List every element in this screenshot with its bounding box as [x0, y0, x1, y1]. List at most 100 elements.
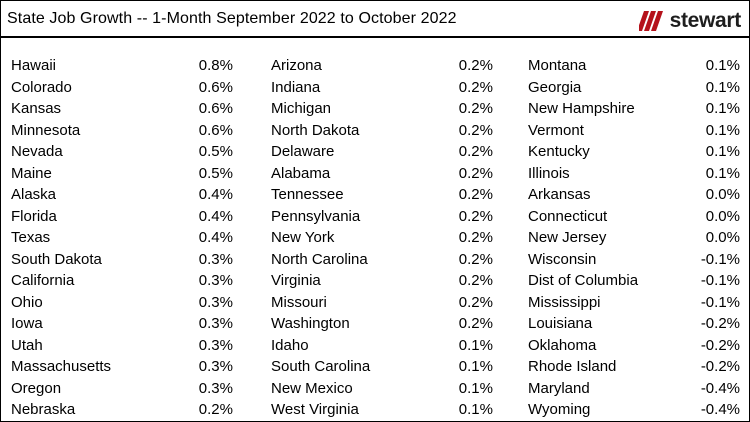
growth-value: 0.4%: [198, 186, 233, 203]
state-name: Connecticut: [528, 207, 608, 225]
table-row: Virginia 0.2%: [271, 270, 493, 292]
state-name: Utah: [11, 336, 43, 354]
growth-value: -0.4%: [700, 401, 740, 418]
table-row: New York 0.2%: [271, 227, 493, 249]
table-row: Tennessee 0.2%: [271, 184, 493, 206]
growth-value: 0.4%: [198, 207, 233, 225]
growth-value: -0.2%: [700, 358, 740, 375]
state-name: Rhode Island: [528, 358, 617, 375]
state-name: Ohio: [11, 293, 43, 311]
state-name: California: [11, 272, 75, 289]
growth-value: 0.2%: [458, 229, 493, 246]
table-row: Alaska 0.4%: [11, 184, 233, 206]
table-row: Ohio 0.3%: [11, 292, 233, 314]
growth-value: 0.3%: [198, 358, 233, 375]
state-name: Oklahoma: [528, 336, 597, 354]
state-name: Michigan: [271, 100, 332, 117]
growth-value: 0.1%: [705, 78, 740, 96]
growth-value: 0.3%: [198, 336, 233, 354]
table-row: Vermont 0.1%: [528, 120, 740, 142]
state-name: Minnesota: [11, 121, 81, 139]
state-name: Arizona: [271, 57, 322, 74]
state-name: Delaware: [271, 143, 335, 160]
table-row: South Dakota 0.3%: [11, 249, 233, 271]
state-name: Wyoming: [528, 401, 591, 418]
state-name: Indiana: [271, 78, 321, 96]
table-row: Georgia 0.1%: [528, 77, 740, 99]
logo-text: stewart: [669, 9, 742, 32]
growth-value: 0.3%: [198, 293, 233, 311]
state-name: New Jersey: [528, 229, 607, 246]
state-name: New Hampshire: [528, 100, 635, 117]
table-row: New Hampshire 0.1%: [528, 98, 740, 120]
table-row: Illinois 0.1%: [528, 163, 740, 185]
table-row: Mississippi -0.1%: [528, 292, 740, 314]
state-name: Alabama: [271, 164, 331, 182]
table-row: Rhode Island -0.2%: [528, 356, 740, 378]
state-name: Montana: [528, 57, 587, 74]
state-name: Vermont: [528, 121, 584, 139]
table-row: South Carolina 0.1%: [271, 356, 493, 378]
state-name: West Virginia: [271, 401, 359, 418]
growth-value: 0.2%: [458, 78, 493, 96]
table-row: Dist of Columbia -0.1%: [528, 270, 740, 292]
table-row: Washington 0.2%: [271, 313, 493, 335]
page-title: State Job Growth -- 1-Month September 20…: [7, 10, 457, 27]
state-name: Virginia: [271, 272, 321, 289]
growth-value: -0.2%: [700, 336, 740, 354]
table-row: Arizona 0.2%: [271, 55, 493, 77]
table-row: Maryland -0.4%: [528, 378, 740, 400]
state-name: Washington: [271, 315, 350, 332]
table-row: New Mexico 0.1%: [271, 378, 493, 400]
table-row: Michigan 0.2%: [271, 98, 493, 120]
state-name: Idaho: [271, 336, 309, 354]
table-row: Arkansas 0.0%: [528, 184, 740, 206]
state-name: Maine: [11, 164, 52, 182]
state-name: Mississippi: [528, 293, 601, 311]
state-name: Colorado: [11, 78, 72, 96]
growth-value: 0.6%: [198, 121, 233, 139]
state-name: Illinois: [528, 164, 570, 182]
growth-value: 0.5%: [198, 143, 233, 160]
growth-value: -0.4%: [700, 379, 740, 397]
growth-value: 0.0%: [705, 186, 740, 203]
state-name: Oregon: [11, 379, 62, 397]
growth-value: 0.1%: [458, 379, 493, 397]
growth-value: -0.1%: [700, 293, 740, 311]
table-row: North Dakota 0.2%: [271, 120, 493, 142]
growth-value: 0.2%: [458, 57, 493, 74]
table-row: Idaho 0.1%: [271, 335, 493, 357]
table-row: Wyoming -0.4%: [528, 399, 740, 421]
growth-value: 0.5%: [198, 164, 233, 182]
column-3: Montana 0.1% Georgia 0.1% New Hampshire 0.1% V…: [528, 55, 740, 421]
table-row: Minnesota 0.6%: [11, 120, 233, 142]
growth-value: 0.2%: [458, 272, 493, 289]
growth-value: 0.6%: [198, 78, 233, 96]
table-row: Indiana 0.2%: [271, 77, 493, 99]
growth-value: -0.2%: [700, 315, 740, 332]
table-row: Texas 0.4%: [11, 227, 233, 249]
growth-value: -0.1%: [700, 250, 740, 268]
state-name: Georgia: [528, 78, 582, 96]
state-name: Nevada: [11, 143, 63, 160]
growth-value: 0.3%: [198, 315, 233, 332]
state-name: South Carolina: [271, 358, 371, 375]
growth-value: 0.1%: [705, 100, 740, 117]
table-row: Colorado 0.6%: [11, 77, 233, 99]
growth-value: 0.8%: [198, 57, 233, 74]
growth-value: 0.2%: [458, 315, 493, 332]
growth-value: 0.1%: [458, 336, 493, 354]
table-row: Nevada 0.5%: [11, 141, 233, 163]
table-row: Kentucky 0.1%: [528, 141, 740, 163]
table-row: Utah 0.3%: [11, 335, 233, 357]
table-row: Pennsylvania 0.2%: [271, 206, 493, 228]
state-name: Florida: [11, 207, 57, 225]
growth-value: 0.1%: [705, 143, 740, 160]
table-row: California 0.3%: [11, 270, 233, 292]
table-row: Iowa 0.3%: [11, 313, 233, 335]
table-row: Florida 0.4%: [11, 206, 233, 228]
table-row: Wisconsin -0.1%: [528, 249, 740, 271]
state-name: Iowa: [11, 315, 43, 332]
stewart-logo-icon: [638, 11, 663, 31]
